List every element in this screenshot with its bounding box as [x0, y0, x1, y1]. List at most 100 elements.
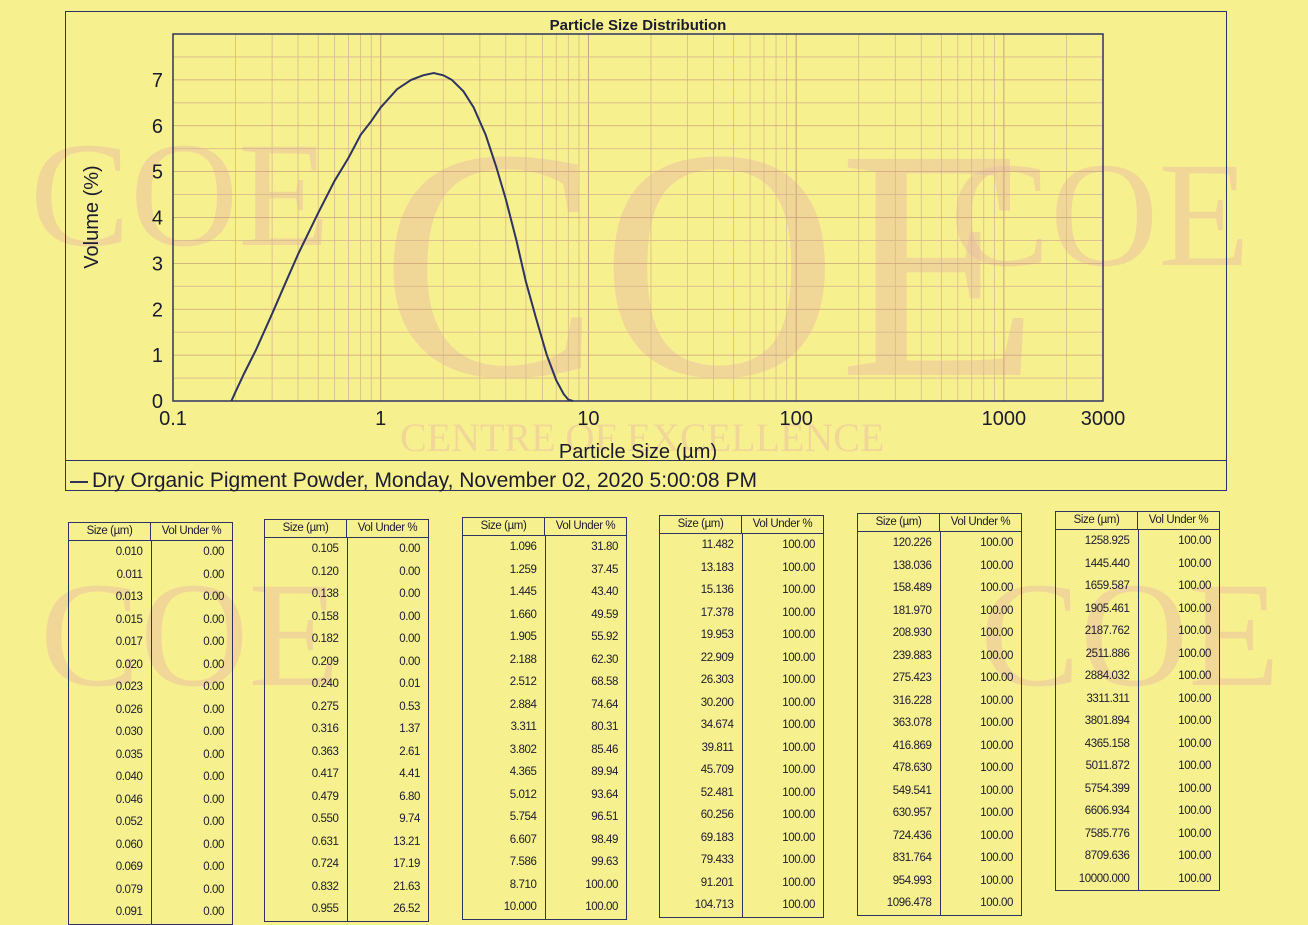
- size-cell: 4365.158: [1084, 737, 1130, 750]
- vol-under-cell: 100.00: [980, 852, 1013, 864]
- size-cell: 0.040: [115, 771, 143, 783]
- vol-under-cell: 100.00: [585, 878, 618, 891]
- vol-under-cell: 100.00: [782, 831, 815, 844]
- table-row: 831.764 100.00: [858, 847, 1021, 870]
- table-row: 19.953 100.00: [660, 624, 823, 647]
- table-row: 0.020 0.00: [69, 654, 232, 677]
- vol-under-cell: 0.00: [203, 726, 224, 738]
- table-row: 416.869 100.00: [858, 735, 1021, 758]
- y-tick-label: 6: [152, 116, 163, 138]
- vol-under-cell: 100.00: [782, 674, 815, 686]
- vol-under-cell: 0.01: [399, 678, 420, 690]
- table-body: 1.096 31.80 1.259 37.45 1.445 43.40 1.660 49.59…: [463, 536, 626, 919]
- chart-title: Particle Size Distribution: [550, 17, 727, 34]
- vol-under-cell: 37.45: [591, 563, 618, 576]
- table-row: 478.630 100.00: [858, 757, 1021, 780]
- table-row: 6606.934 100.00: [1056, 800, 1219, 823]
- table-row: 549.541 100.00: [858, 780, 1021, 803]
- vol-under-cell: 100.00: [782, 786, 815, 799]
- vol-under-cell: 74.64: [591, 698, 618, 711]
- size-cell: 158.489: [892, 582, 932, 594]
- plot-frame: [172, 33, 1104, 402]
- table-row: 1.096 31.80: [463, 536, 626, 559]
- table-row: 7.586 99.63: [463, 851, 626, 874]
- size-cell: 1.259: [509, 563, 537, 576]
- size-cell: 138.036: [892, 559, 932, 572]
- size-cell: 6.607: [509, 833, 537, 846]
- table-row: 208.930 100.00: [858, 622, 1021, 645]
- size-cell: 7.586: [509, 856, 537, 868]
- table-row: 0.832 21.63: [265, 876, 428, 899]
- size-cell: 0.023: [115, 681, 143, 693]
- table-row: 1.445 43.40: [463, 581, 626, 604]
- legend-text: Dry Organic Pigment Powder, Monday, Nove…: [92, 469, 757, 492]
- vol-under-cell: 100.00: [980, 604, 1013, 617]
- vol-under-cell: 80.31: [591, 721, 618, 733]
- table-row: 10.000 100.00: [463, 896, 626, 919]
- x-tick-label: 1000: [982, 408, 1027, 430]
- table-row: 363.078 100.00: [858, 712, 1021, 735]
- size-cell: 22.909: [700, 651, 734, 664]
- vol-under-cell: 0.00: [203, 816, 224, 828]
- size-cell: 0.060: [115, 838, 143, 851]
- vol-under-cell: 100.00: [1178, 782, 1211, 795]
- column-divider: [939, 532, 941, 915]
- size-cell: 30.200: [700, 696, 734, 709]
- table-row: 0.120 0.00: [265, 561, 428, 584]
- column-divider: [346, 538, 348, 921]
- column-divider: [544, 536, 546, 919]
- table-row: 1258.925 100.00: [1056, 530, 1219, 553]
- table-row: 2884.032 100.00: [1056, 665, 1219, 688]
- table-row: 0.240 0.01: [265, 673, 428, 696]
- vol-under-cell: 100.00: [1178, 580, 1211, 592]
- table-row: 34.674 100.00: [660, 714, 823, 737]
- vol-under-cell: 0.00: [203, 591, 224, 603]
- table-row: 630.957 100.00: [858, 802, 1021, 825]
- table-row: 4365.158 100.00: [1056, 733, 1219, 756]
- vol-under-cell: 100.00: [980, 672, 1013, 684]
- size-cell: 1.096: [509, 541, 537, 553]
- vol-under-cell: 2.61: [399, 745, 420, 758]
- table-row: 15.136 100.00: [660, 579, 823, 602]
- table-row: 1.259 37.45: [463, 559, 626, 582]
- size-cell: 0.479: [311, 790, 339, 803]
- size-cell: 0.046: [115, 793, 143, 806]
- size-cell: 69.183: [700, 831, 734, 844]
- table-row: 79.433 100.00: [660, 849, 823, 872]
- size-cell: 0.069: [115, 861, 143, 873]
- table-row: 1096.478 100.00: [858, 892, 1021, 915]
- column-divider: [741, 534, 743, 917]
- legend-line-swatch: [70, 481, 88, 483]
- size-cell: 724.436: [892, 829, 932, 842]
- size-table-1: Size (µm) Vol Under % 0.010 0.00 0.011 0.00 0.…: [68, 522, 233, 925]
- table-row: 11.482 100.00: [660, 534, 823, 557]
- vol-under-cell: 1.37: [399, 723, 420, 735]
- table-row: 39.811 100.00: [660, 737, 823, 760]
- table-row: 0.030 0.00: [69, 721, 232, 744]
- vol-under-cell: 68.58: [591, 676, 618, 688]
- vol-under-cell: 100.00: [980, 694, 1013, 707]
- size-cell: 3801.894: [1084, 715, 1130, 727]
- table-row: 1905.461 100.00: [1056, 598, 1219, 621]
- column-divider: [1137, 530, 1139, 890]
- vol-under-cell: 0.00: [203, 636, 224, 648]
- size-cell: 19.953: [700, 629, 734, 641]
- vol-under-cell: 100.00: [782, 606, 815, 619]
- table-body: 1258.925 100.00 1445.440 100.00 1659.587 100.…: [1056, 530, 1219, 890]
- vol-under-cell: 100.00: [980, 537, 1013, 549]
- size-cell: 7585.776: [1084, 827, 1130, 840]
- size-cell: 363.078: [892, 717, 932, 729]
- vol-under-cell: 100.00: [980, 582, 1013, 594]
- table-row: 0.013 0.00: [69, 586, 232, 609]
- table-row: 91.201 100.00: [660, 872, 823, 895]
- size-cell: 1.445: [509, 586, 537, 598]
- size-cell: 5011.872: [1085, 760, 1130, 772]
- chart-panel: Particle Size Distribution Particle Size…: [65, 11, 1227, 492]
- table-header: Size (µm) Vol Under %: [660, 516, 823, 534]
- table-row: 0.035 0.00: [69, 744, 232, 767]
- table-row: 1659.587 100.00: [1056, 575, 1219, 598]
- vol-under-cell: 55.92: [591, 631, 618, 643]
- x-tick-label: 3000: [1081, 408, 1126, 430]
- size-table-4: Size (µm) Vol Under % 11.482 100.00 13.183 10…: [659, 515, 824, 918]
- vol-under-cell: 100.00: [980, 717, 1013, 729]
